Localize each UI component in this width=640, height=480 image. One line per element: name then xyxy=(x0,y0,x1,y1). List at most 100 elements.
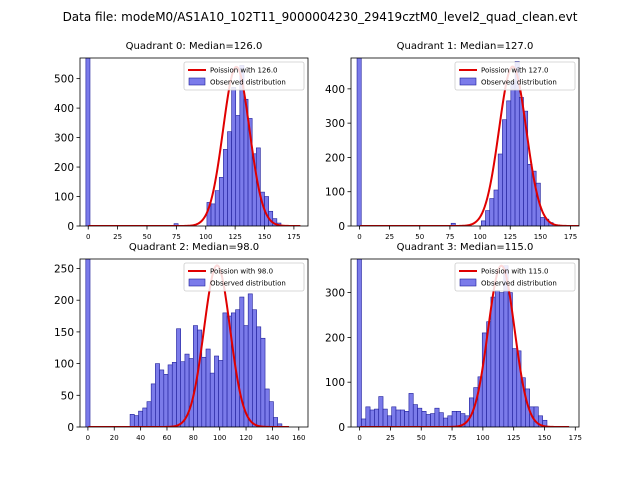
histogram-bar xyxy=(489,198,495,226)
y-tick-label: 100 xyxy=(325,377,345,389)
histogram-bar xyxy=(176,328,181,427)
y-tick-label: 0 xyxy=(338,221,345,233)
x-tick-label: 100 xyxy=(213,434,226,442)
histogram-bar xyxy=(129,414,135,427)
y-tick-label: 200 xyxy=(54,162,74,174)
y-tick-label: 0 xyxy=(67,422,74,434)
x-tick-label: 125 xyxy=(228,233,241,241)
histogram-bar xyxy=(518,97,524,226)
histogram-bar xyxy=(369,409,375,427)
x-tick-label: 20 xyxy=(110,434,119,442)
y-tick-label: 300 xyxy=(325,118,345,130)
histogram-bar xyxy=(201,356,207,427)
x-tick-label: 175 xyxy=(564,233,577,241)
histogram-bar xyxy=(497,153,503,226)
x-tick-label: 150 xyxy=(534,233,547,241)
legend-bar-swatch xyxy=(459,278,477,287)
histogram-bar xyxy=(356,58,362,226)
figure-suptitle: Data file: modeM0/AS1A10_102T11_90000042… xyxy=(63,10,578,24)
y-tick-label: 250 xyxy=(54,264,74,276)
histogram-bar xyxy=(163,374,169,427)
y-tick-label: 300 xyxy=(325,288,345,300)
poisson-curve xyxy=(88,65,301,226)
x-tick-label: 75 xyxy=(448,434,457,442)
x-tick-label: 0 xyxy=(86,434,90,442)
histogram-bar xyxy=(395,409,401,427)
x-tick-label: 150 xyxy=(258,233,271,241)
histogram-bar xyxy=(252,309,257,427)
x-tick-label: 0 xyxy=(357,233,361,241)
histogram-bar xyxy=(273,417,278,427)
histogram-bar xyxy=(412,404,418,427)
x-tick-label: 50 xyxy=(415,233,424,241)
bars-group xyxy=(356,58,554,226)
histogram-bar xyxy=(443,417,449,427)
histogram-bar xyxy=(485,210,491,226)
histogram-bar xyxy=(417,407,423,427)
y-tick-label: 200 xyxy=(54,295,74,307)
axes-frame xyxy=(79,57,309,227)
legend-label-poisson: Poission with 98.0 xyxy=(210,268,273,276)
legend-label-poisson: Poission with 127.0 xyxy=(481,67,549,75)
histogram-bar xyxy=(268,401,274,427)
legend-box xyxy=(454,61,576,91)
histogram-bar xyxy=(256,326,262,427)
histogram-bar xyxy=(167,364,173,427)
x-tick-label: 125 xyxy=(507,434,520,442)
y-tick-label: 50 xyxy=(61,390,74,402)
histogram-bar xyxy=(434,407,440,427)
x-tick-label: 150 xyxy=(538,434,551,442)
poisson-curve xyxy=(360,264,570,427)
legend: Poission with 98.0 Observed distribution xyxy=(183,262,305,292)
histogram-bar xyxy=(85,259,91,427)
histogram-bar xyxy=(387,415,392,427)
histogram-bar xyxy=(171,362,177,427)
x-tick-label: 100 xyxy=(473,233,486,241)
x-tick-label: 175 xyxy=(287,233,300,241)
histogram-bar xyxy=(218,360,224,427)
y-tick-label: 200 xyxy=(325,332,345,344)
histogram-bar xyxy=(493,189,499,226)
histogram-bar xyxy=(408,393,414,427)
histogram-bar xyxy=(425,414,431,427)
histogram-bar xyxy=(456,411,461,427)
legend-label-observed: Observed distribution xyxy=(210,79,286,87)
y-tick-label: 0 xyxy=(338,422,345,434)
y-tick-label: 400 xyxy=(54,103,74,115)
histogram-bar xyxy=(404,411,410,427)
legend-bar-swatch xyxy=(459,77,477,86)
histogram-bar xyxy=(510,81,516,226)
histogram-bar xyxy=(391,406,397,427)
poisson-curve xyxy=(88,264,289,427)
legend: Poission with 127.0 Observed distribution xyxy=(454,61,576,91)
legend-box xyxy=(183,61,305,91)
histogram-bar xyxy=(180,361,186,427)
legend-label-poisson: Poission with 115.0 xyxy=(481,268,549,276)
histogram-bar xyxy=(227,131,232,226)
histogram-bar xyxy=(365,406,371,427)
y-tick-label: 200 xyxy=(325,152,345,164)
x-tick-label: 60 xyxy=(163,434,172,442)
chart-panel-3: Quadrant 3: Median=115.0 0 25 50 75 100 125 150… xyxy=(325,242,582,442)
histogram-bar xyxy=(159,369,165,427)
chart-panel-0: Quadrant 0: Median=126.0 0 25 50 75 100 125 150… xyxy=(54,41,309,241)
x-tick-label: 175 xyxy=(569,434,582,442)
y-tick-label: 0 xyxy=(67,221,74,233)
bars-group xyxy=(356,259,548,427)
histogram-bar xyxy=(150,383,156,427)
chart-title: Quadrant 2: Median=98.0 xyxy=(129,242,259,253)
y-tick-label: 300 xyxy=(54,133,74,145)
histogram-bar xyxy=(506,100,512,226)
legend-bar-swatch xyxy=(188,278,206,287)
histogram-bar xyxy=(447,415,453,427)
histogram-bar xyxy=(260,337,266,427)
histogram-bar xyxy=(214,355,219,427)
histogram-bar xyxy=(490,296,496,427)
x-tick-label: 80 xyxy=(189,434,198,442)
chart-panel-1: Quadrant 1: Median=127.0 0 25 50 75 100 125 150… xyxy=(325,41,580,241)
chart-title: Quadrant 1: Median=127.0 xyxy=(397,41,534,52)
histogram-bar xyxy=(494,290,500,427)
histogram-bar xyxy=(155,363,160,427)
legend-box xyxy=(183,262,305,292)
legend-label-observed: Observed distribution xyxy=(210,280,286,288)
